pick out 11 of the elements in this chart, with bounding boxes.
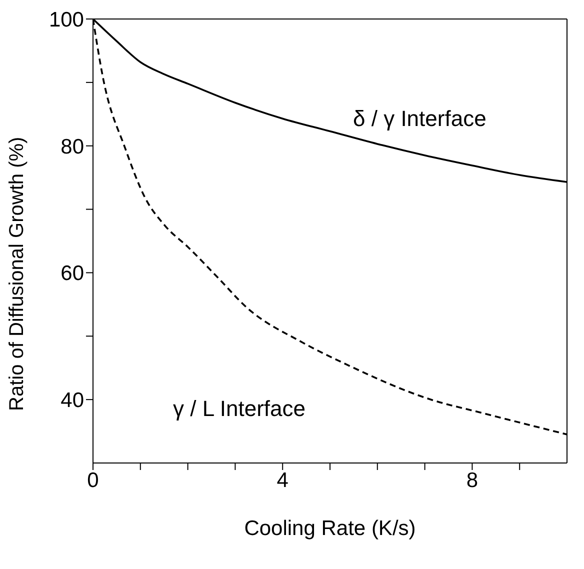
y-tick-label: 100: [48, 8, 84, 32]
y-tick-label: 80: [60, 135, 84, 158]
y-tick-label: 40: [60, 389, 84, 412]
x-tick-label: 4: [276, 468, 289, 492]
annotation: δ / γ Interface: [353, 106, 486, 132]
annotation: γ / L Interface: [173, 396, 306, 422]
x-tick-label: 8: [466, 468, 478, 492]
x-tick-label: 0: [87, 468, 99, 492]
y-axis-title: Ratio of Diffusional Growth (%): [6, 136, 28, 411]
x-axis-title: Cooling Rate (K/s): [244, 517, 416, 540]
y-tick-label: 60: [60, 262, 84, 286]
